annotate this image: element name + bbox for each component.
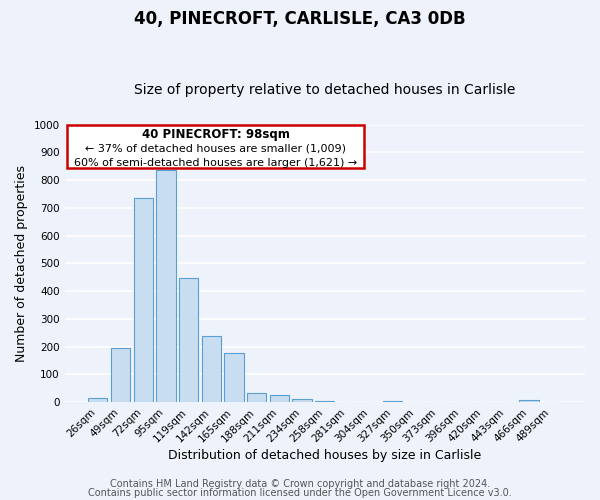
Bar: [179, 278, 198, 402]
Bar: [247, 392, 266, 402]
Bar: [111, 348, 130, 402]
Text: Contains public sector information licensed under the Open Government Licence v3: Contains public sector information licen…: [88, 488, 512, 498]
Text: 40 PINECROFT: 98sqm: 40 PINECROFT: 98sqm: [142, 128, 289, 141]
Bar: [383, 401, 403, 402]
Title: Size of property relative to detached houses in Carlisle: Size of property relative to detached ho…: [134, 83, 515, 97]
Text: 40, PINECROFT, CARLISLE, CA3 0DB: 40, PINECROFT, CARLISLE, CA3 0DB: [134, 10, 466, 28]
Bar: [134, 198, 153, 402]
Bar: [202, 336, 221, 402]
Y-axis label: Number of detached properties: Number of detached properties: [15, 165, 28, 362]
Bar: [88, 398, 107, 402]
Bar: [292, 398, 312, 402]
Bar: [315, 401, 334, 402]
Text: Contains HM Land Registry data © Crown copyright and database right 2024.: Contains HM Land Registry data © Crown c…: [110, 479, 490, 489]
FancyBboxPatch shape: [67, 126, 364, 168]
Bar: [520, 400, 539, 402]
Bar: [224, 353, 244, 402]
X-axis label: Distribution of detached houses by size in Carlisle: Distribution of detached houses by size …: [168, 450, 481, 462]
Text: ← 37% of detached houses are smaller (1,009): ← 37% of detached houses are smaller (1,…: [85, 144, 346, 154]
Bar: [156, 170, 176, 402]
Text: 60% of semi-detached houses are larger (1,621) →: 60% of semi-detached houses are larger (…: [74, 158, 357, 168]
Bar: [270, 396, 289, 402]
